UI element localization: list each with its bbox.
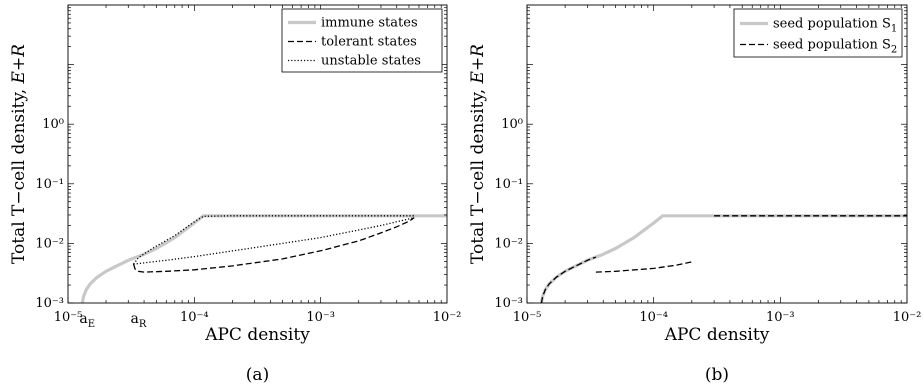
legend-box [281,8,443,73]
panel-label: (b) [705,365,729,385]
series-line-1 [539,214,907,304]
y-tick-label-2: 10⁻² [35,236,64,251]
x-tick-label-4: 10⁻² [893,310,922,325]
legend: seed population S1 seed population S2 [733,8,903,58]
series-line-3 [595,261,692,273]
plot-frame [526,4,908,304]
legend-label-2: tolerant states [321,35,417,50]
legend-label-2: seed population S2 [773,38,897,56]
y-tick-label-1: 10⁻³ [35,296,64,311]
panel-a: 10⁻⁵ 10⁻⁴ 10⁻³ 10⁻² 10⁻³ 10⁻² 10⁻¹ 10⁰ aE aR APC d… [9,4,462,385]
y-tick-label-3: 10⁻¹ [35,177,64,192]
y-tick-label-4: 10⁰ [501,117,523,132]
y-tick-label-2: 10⁻² [494,236,523,251]
annotation-2: aR [131,311,147,330]
series-line-1 [80,214,447,304]
series-line-2 [132,217,415,273]
panel-b: 10⁻⁵ 10⁻⁴ 10⁻³ 10⁻² 10⁻³ 10⁻² 10⁻¹ 10⁰ APC densi… [468,4,922,385]
series-line-2 [540,256,597,304]
plot-frame [67,4,448,304]
legend-box [733,8,903,58]
panel-label: (a) [246,365,269,385]
y-tick-label-1: 10⁻³ [494,296,523,311]
x-tick-label-1: 10⁻⁵ [513,310,542,325]
x-tick-label-3: 10⁻³ [306,310,335,325]
y-axis-label: Total T−cell density, E+R [9,44,29,264]
y-axis-label: Total T−cell density, E+R [468,44,488,264]
legend-label-3: unstable states [321,54,421,69]
y-tick-label-3: 10⁻¹ [494,177,523,192]
legend: immune states tolerant states unstable sta… [281,8,443,73]
x-axis-label: APC density [664,325,770,345]
x-tick-label-2: 10⁻⁴ [639,310,668,325]
x-tick-label-3: 10⁻³ [766,310,795,325]
x-tick-label-2: 10⁻⁴ [180,310,209,325]
y-tick-label-4: 10⁰ [42,117,64,132]
x-tick-label-1: 10⁻⁵ [54,310,83,325]
series-line-3 [132,215,415,265]
series-line-4 [133,217,415,265]
legend-label-1: seed population S1 [773,17,897,35]
x-axis-label: APC density [204,325,310,345]
legend-label-1: immune states [321,16,418,31]
x-tick-label-4: 10⁻² [433,310,462,325]
annotation-1: aE [79,311,95,330]
